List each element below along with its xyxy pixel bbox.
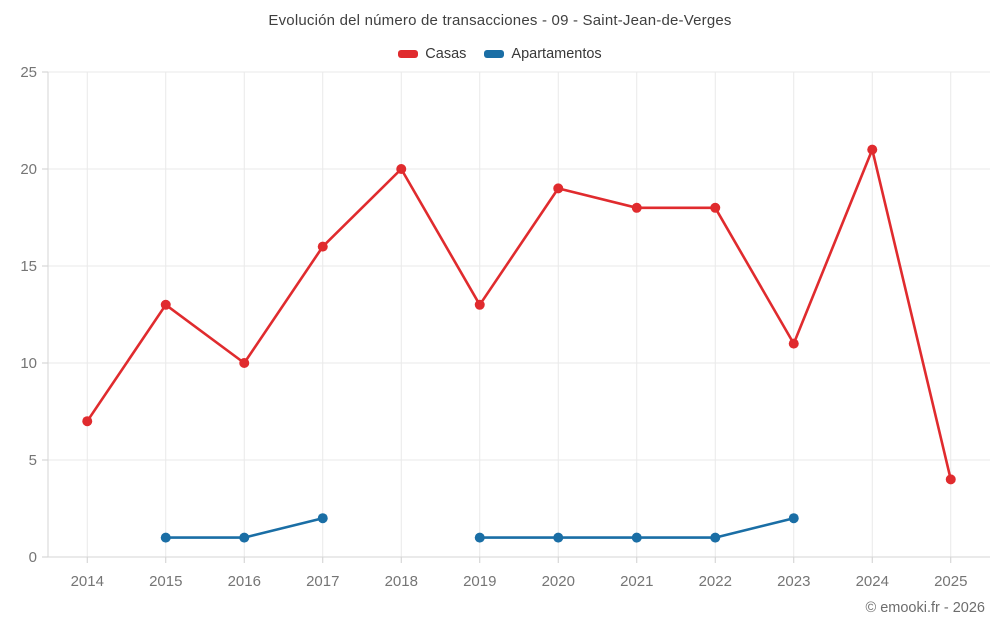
- data-point-apartamentos[interactable]: [631, 532, 642, 543]
- data-point-casas[interactable]: [239, 358, 250, 368]
- data-point-apartamentos[interactable]: [317, 513, 328, 524]
- chart-title: Evolución del número de transacciones - …: [268, 12, 732, 29]
- y-tick-label: 25: [20, 64, 37, 81]
- data-point-casas[interactable]: [160, 299, 171, 310]
- legend-label-apartamentos: Apartamentos: [511, 46, 602, 62]
- data-point-apartamentos[interactable]: [160, 532, 171, 543]
- data-point-casas[interactable]: [317, 241, 328, 252]
- data-point-casas[interactable]: [710, 202, 721, 213]
- credit-text: © emooki.fr - 2026: [865, 600, 985, 616]
- y-tick-label: 10: [20, 355, 37, 372]
- data-point-casas[interactable]: [82, 416, 93, 427]
- data-point-casas[interactable]: [474, 299, 485, 310]
- legend: Casas Apartamentos: [0, 46, 1000, 62]
- data-point-apartamentos[interactable]: [553, 532, 564, 543]
- x-tick-label: 2017: [306, 573, 339, 590]
- y-tick-label: 0: [29, 549, 37, 566]
- y-tick-label: 15: [20, 258, 37, 275]
- legend-label-casas: Casas: [425, 46, 467, 62]
- data-point-casas[interactable]: [631, 202, 642, 213]
- data-point-casas[interactable]: [788, 338, 799, 349]
- data-point-casas[interactable]: [867, 144, 878, 155]
- x-tick-label: 2024: [856, 573, 889, 590]
- x-tick-label: 2022: [699, 573, 732, 590]
- x-tick-label: 2016: [228, 573, 261, 590]
- data-point-apartamentos[interactable]: [788, 513, 799, 524]
- legend-item-apartamentos[interactable]: Apartamentos: [484, 46, 602, 62]
- x-tick-label: 2018: [385, 573, 418, 590]
- x-tick-label: 2014: [71, 573, 104, 590]
- apartamentos-swatch-icon: [484, 50, 505, 58]
- x-tick-label: 2020: [542, 573, 575, 590]
- x-tick-label: 2019: [463, 573, 496, 590]
- data-point-apartamentos[interactable]: [474, 532, 485, 543]
- data-point-casas[interactable]: [396, 164, 407, 174]
- legend-item-casas[interactable]: Casas: [398, 46, 466, 62]
- series-line-casas: [85, 148, 953, 481]
- data-point-casas[interactable]: [945, 474, 956, 485]
- x-tick-label: 2025: [934, 573, 967, 590]
- data-point-apartamentos[interactable]: [239, 532, 250, 543]
- x-tick-label: 2023: [777, 573, 810, 590]
- data-point-apartamentos[interactable]: [710, 532, 721, 543]
- casas-swatch-icon: [398, 50, 419, 58]
- data-point-casas[interactable]: [553, 183, 564, 194]
- y-tick-label: 5: [29, 452, 37, 469]
- x-tick-label: 2021: [620, 573, 653, 590]
- x-tick-label: 2015: [149, 573, 182, 590]
- y-tick-label: 20: [20, 161, 37, 178]
